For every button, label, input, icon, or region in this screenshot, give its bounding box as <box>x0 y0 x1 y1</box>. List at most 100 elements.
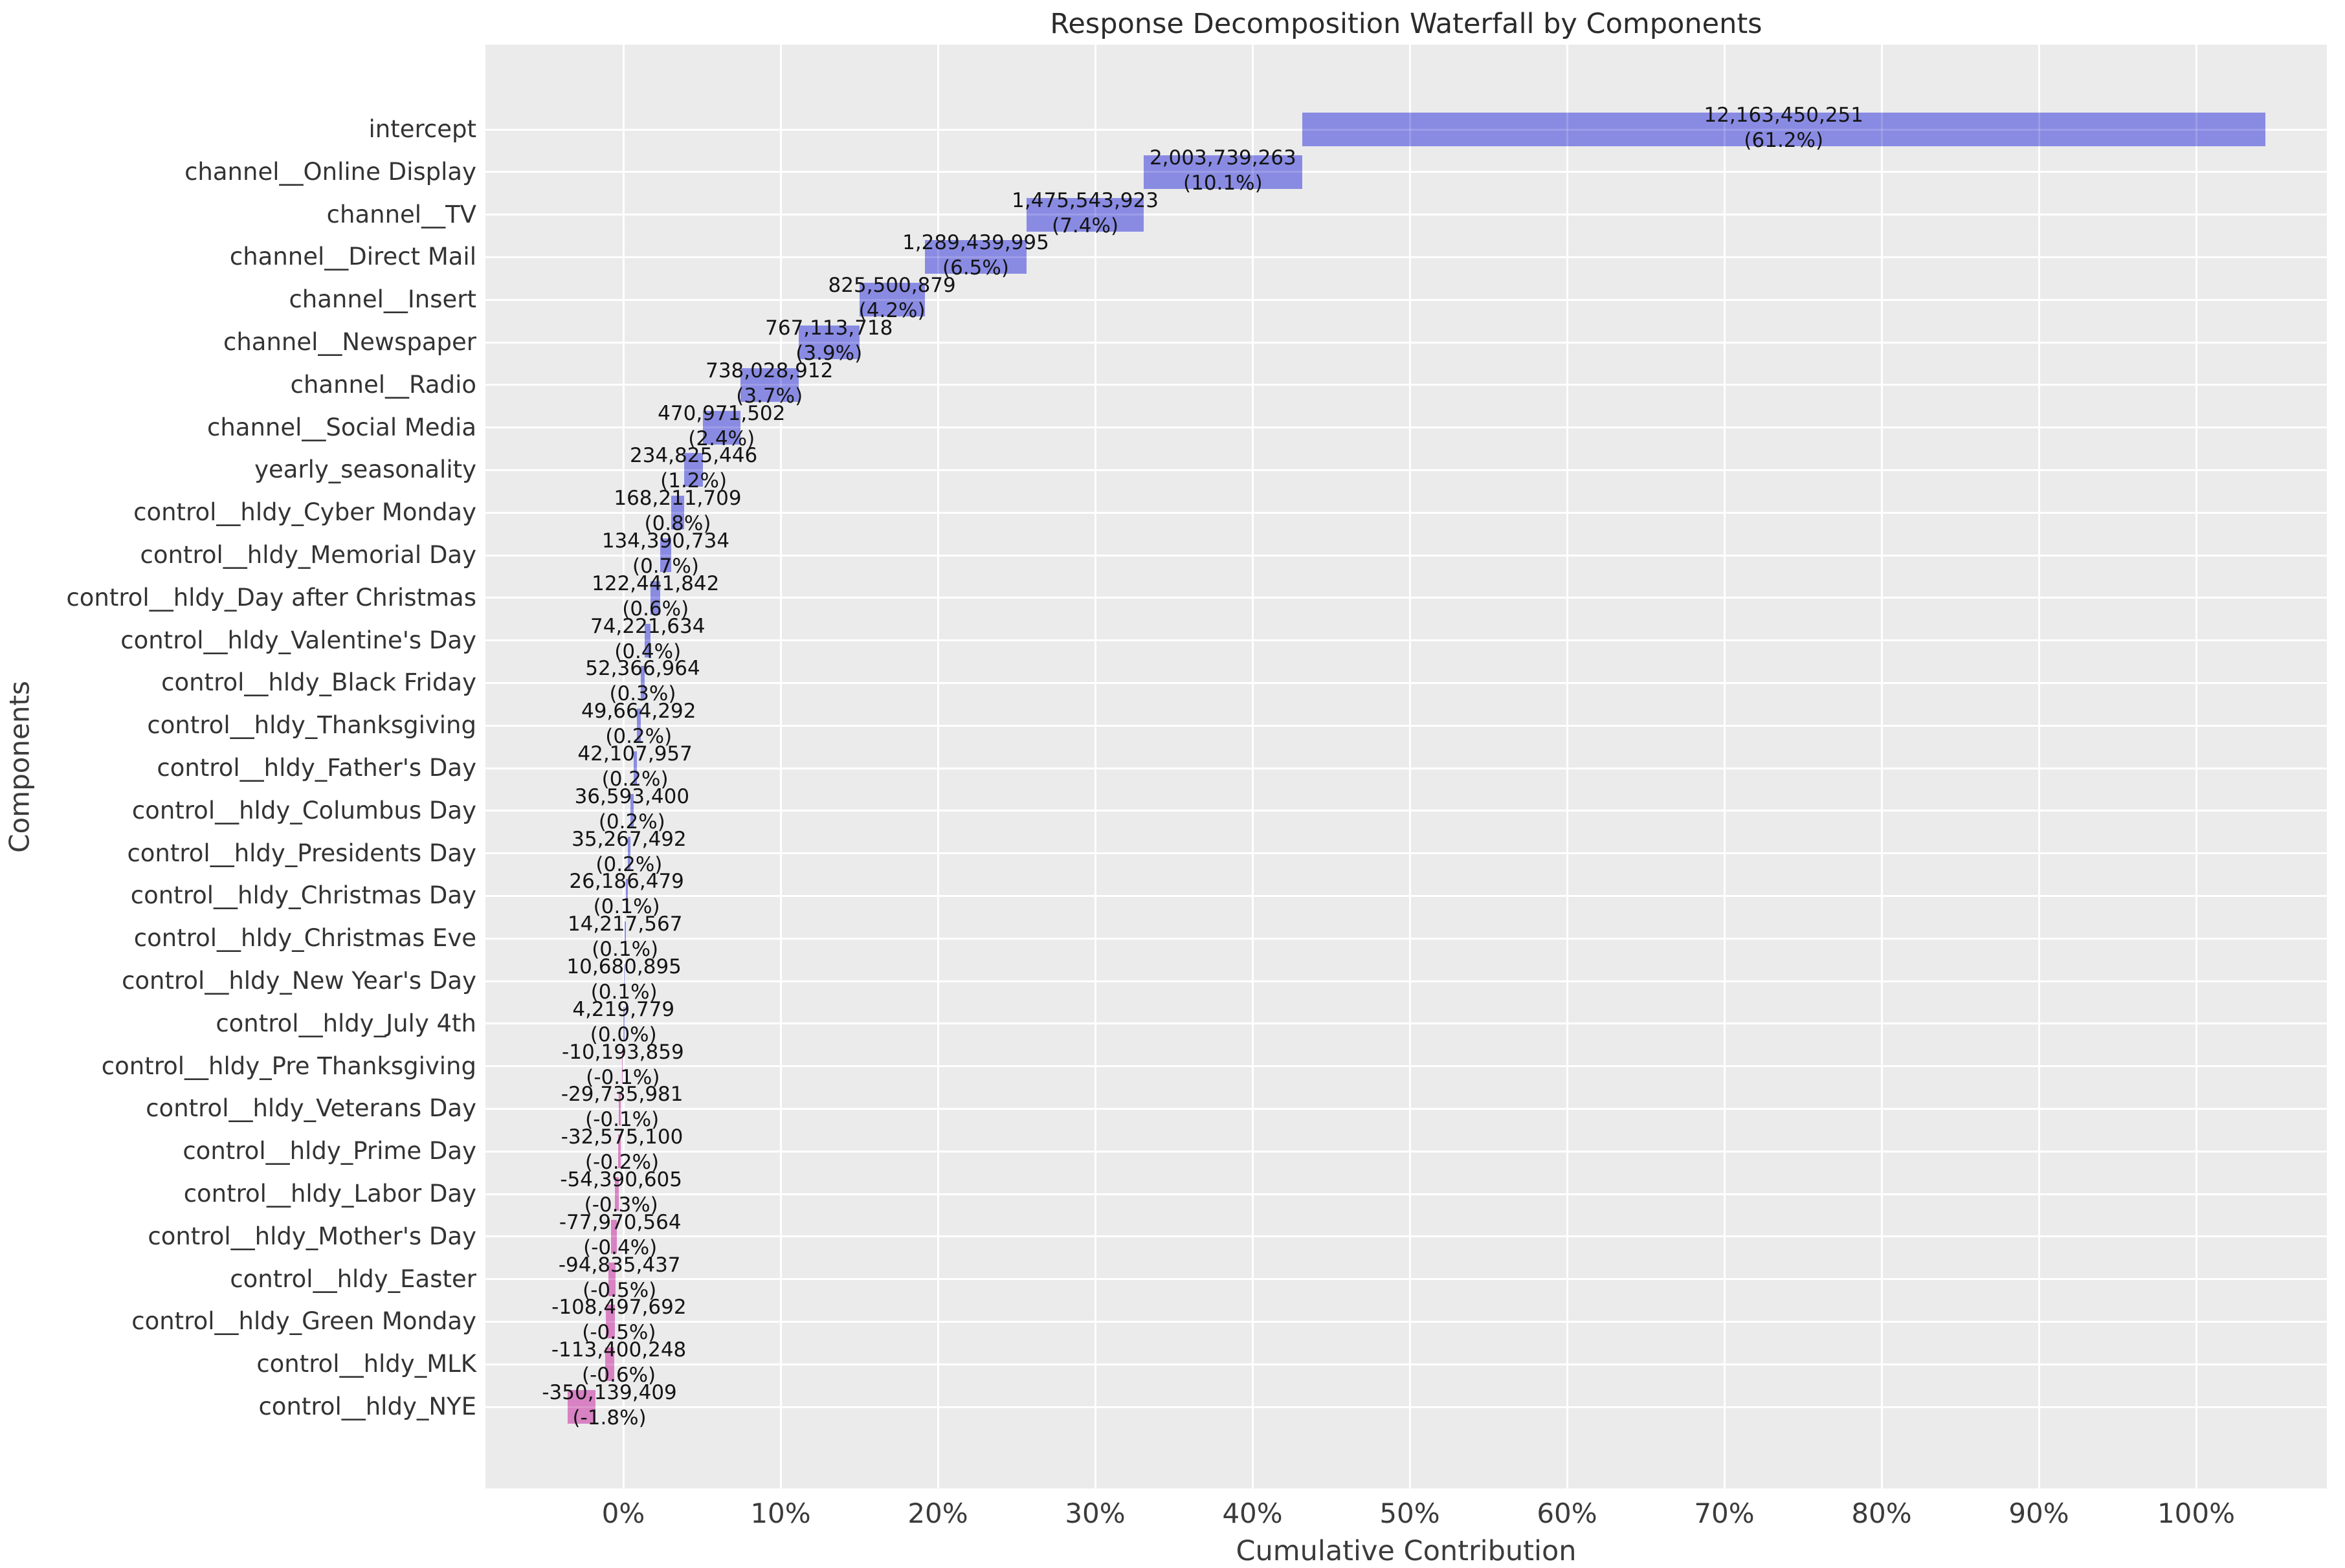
x-tick-label: 50% <box>1379 1497 1440 1529</box>
y-tick-label: control__hldy_Green Monday <box>131 1307 476 1336</box>
x-tick-label: 20% <box>907 1497 968 1529</box>
gridline-vertical-overlay <box>1408 45 1411 1488</box>
waterfall-bar <box>740 368 799 402</box>
y-tick-label: control__hldy_Christmas Day <box>130 881 476 910</box>
chart-title: Response Decomposition Waterfall by Comp… <box>1050 8 1762 40</box>
gridline-horizontal-overlay <box>485 128 2327 131</box>
bar-value-label: 36,593,400 (0.2%) <box>574 784 690 834</box>
bar-value-label: 1,289,439,995 (6.5%) <box>902 231 1049 280</box>
y-tick-label: control__hldy_Prime Day <box>183 1137 476 1165</box>
gridline-horizontal-overlay <box>485 639 2327 642</box>
bar-value-label: -77,970,564 (-0.4%) <box>559 1210 682 1259</box>
x-tick-label: 0% <box>601 1497 645 1529</box>
x-axis-label: Cumulative Contribution <box>1236 1535 1577 1567</box>
waterfall-bar <box>671 496 685 530</box>
gridline-horizontal-overlay <box>485 1065 2327 1068</box>
bar-value-label: 134,390,734 (0.7%) <box>601 529 730 578</box>
gridline-horizontal-overlay <box>485 980 2327 982</box>
waterfall-bar <box>645 623 651 657</box>
gridline-vertical-overlay <box>1251 45 1254 1488</box>
waterfall-bar <box>610 1219 617 1253</box>
gridline-horizontal-overlay <box>485 511 2327 514</box>
y-tick-label: intercept <box>368 115 477 143</box>
gridline-horizontal <box>485 894 2327 897</box>
bar-value-label: 4,219,779 (0.0%) <box>572 997 675 1046</box>
gridline-horizontal <box>485 426 2327 429</box>
x-tick-label: 10% <box>750 1497 811 1529</box>
gridline-horizontal-overlay <box>485 214 2327 216</box>
waterfall-bar <box>608 1262 616 1296</box>
bar-value-label: -113,400,248 (-0.6%) <box>551 1338 687 1387</box>
waterfall-bar <box>624 922 626 956</box>
gridline-vertical-overlay <box>1566 45 1568 1488</box>
bar-value-label: 74,221,634 (0.4%) <box>590 614 706 663</box>
gridline-horizontal <box>485 214 2327 216</box>
gridline-horizontal <box>485 1320 2327 1323</box>
y-tick-label: control__hldy_Pre Thanksgiving <box>101 1052 476 1080</box>
bar-value-label: 825,500,879 (4.2%) <box>828 274 956 323</box>
bar-value-label: -10,193,859 (-0.1%) <box>562 1040 684 1089</box>
waterfall-bar <box>636 709 641 743</box>
waterfall-bar <box>859 283 925 317</box>
x-tick-label: 60% <box>1537 1497 1597 1529</box>
y-tick-label: control__hldy_NYE <box>258 1393 476 1420</box>
bar-value-label: -29,735,981 (-0.1%) <box>561 1083 683 1132</box>
y-tick-label: control__hldy_New Year's Day <box>122 967 476 995</box>
bar-value-label: 767,113,718 (3.9%) <box>765 316 893 365</box>
gridline-horizontal <box>485 1363 2327 1365</box>
y-tick-label: channel__Direct Mail <box>229 243 476 271</box>
gridline-horizontal-overlay <box>485 426 2327 429</box>
gridline-horizontal <box>485 767 2327 769</box>
waterfall-bar <box>1302 113 2265 146</box>
waterfall-bar <box>614 1177 619 1211</box>
gridline-horizontal-overlay <box>485 1235 2327 1238</box>
gridline-horizontal <box>485 810 2327 812</box>
gridline-vertical <box>1880 45 1883 1488</box>
y-tick-label: channel__Online Display <box>184 157 476 186</box>
gridline-vertical-overlay <box>779 45 782 1488</box>
bar-value-label: -32,575,100 (-0.2%) <box>561 1125 683 1175</box>
gridline-vertical-overlay <box>1880 45 1883 1488</box>
bar-value-label: -350,139,409 (-1.8%) <box>542 1381 677 1430</box>
waterfall-bar <box>684 453 703 487</box>
bar-value-label: 234,825,446 (1.2%) <box>630 444 758 493</box>
gridline-horizontal-overlay <box>485 810 2327 812</box>
gridline-vertical <box>937 45 939 1488</box>
waterfall-bar <box>618 1092 621 1126</box>
gridline-horizontal-overlay <box>485 469 2327 471</box>
gridline-horizontal <box>485 256 2327 258</box>
y-tick-label: control__hldy_Labor Day <box>183 1180 476 1208</box>
y-tick-label: channel__Insert <box>289 285 476 314</box>
gridline-horizontal <box>485 554 2327 557</box>
y-tick-label: control__hldy_Christmas Eve <box>133 924 476 953</box>
waterfall-bar <box>1143 155 1302 189</box>
y-tick-label: control__hldy_Memorial Day <box>140 541 477 569</box>
bar-value-label: 1,475,543,923 (7.4%) <box>1012 188 1159 237</box>
x-tick-label: 80% <box>1851 1497 1912 1529</box>
waterfall-bar <box>606 1305 615 1339</box>
gridline-horizontal-overlay <box>485 1406 2327 1408</box>
gridline-horizontal <box>485 980 2327 982</box>
gridline-horizontal <box>485 639 2327 642</box>
y-tick-label: control__hldy_Cyber Monday <box>133 498 476 527</box>
gridline-vertical <box>622 45 625 1488</box>
gridline-horizontal <box>485 1107 2327 1110</box>
bar-value-label: -108,497,692 (-0.5%) <box>551 1296 687 1345</box>
y-tick-label: control__hldy_Black Friday <box>161 668 476 697</box>
x-tick-label: 100% <box>2157 1497 2236 1529</box>
gridline-horizontal-overlay <box>485 852 2327 855</box>
gridline-horizontal-overlay <box>485 767 2327 769</box>
bar-value-label: 35,267,492 (0.2%) <box>572 827 687 876</box>
gridline-horizontal <box>485 1150 2327 1153</box>
gridline-horizontal-overlay <box>485 341 2327 344</box>
gridline-horizontal <box>485 341 2327 344</box>
gridline-horizontal <box>485 681 2327 684</box>
y-tick-label: control__hldy_Thanksgiving <box>147 711 476 740</box>
gridline-horizontal <box>485 298 2327 301</box>
waterfall-bar <box>630 793 634 828</box>
gridline-horizontal-overlay <box>485 724 2327 727</box>
y-tick-label: control__hldy_July 4th <box>216 1009 476 1037</box>
y-tick-label: control__hldy_Easter <box>230 1264 476 1293</box>
gridline-horizontal <box>485 1235 2327 1238</box>
waterfall-bar <box>605 1347 615 1382</box>
